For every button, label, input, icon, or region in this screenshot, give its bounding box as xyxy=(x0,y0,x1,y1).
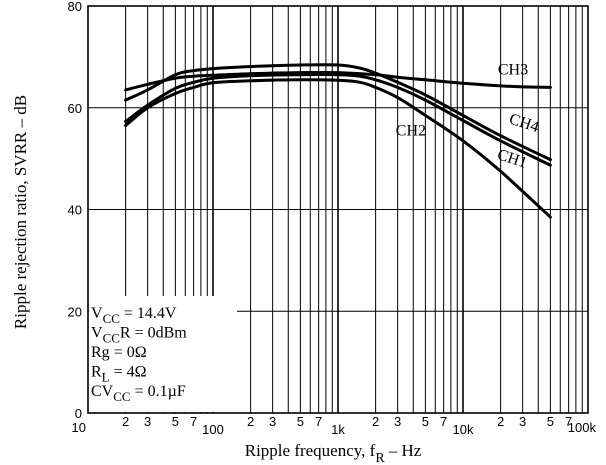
x-axis-label-unit: – Hz xyxy=(388,441,422,460)
x-tick-label-major: 100 xyxy=(202,422,224,437)
x-tick-label-minor: 3 xyxy=(519,414,526,429)
condition-line: RL = 4Ω xyxy=(91,364,147,385)
series-line-ch1 xyxy=(124,73,552,167)
x-tick-label-major: 10k xyxy=(453,422,474,437)
x-tick-label-minor: 3 xyxy=(144,414,151,429)
series-label-ch4: CH4 xyxy=(507,111,541,137)
x-tick-label-minor: 5 xyxy=(547,414,554,429)
x-tick-label-minor: 3 xyxy=(269,414,276,429)
x-axis-label-main: Ripple frequency, f xyxy=(245,441,376,460)
x-tick-label-minor: 2 xyxy=(122,414,129,429)
x-tick-label-minor: 7 xyxy=(315,414,322,429)
series-label-ch3: CH3 xyxy=(498,62,528,79)
y-tick-label: 0 xyxy=(75,406,82,421)
x-axis-label: Ripple frequency, fR – Hz xyxy=(245,441,422,465)
curves xyxy=(124,63,552,219)
x-tick-label-minor: 5 xyxy=(172,414,179,429)
x-tick-label-minor: 7 xyxy=(565,414,572,429)
condition-line: VCC = 14.4V xyxy=(91,305,177,326)
series-line-ch4 xyxy=(124,63,552,162)
y-tick-label: 40 xyxy=(68,203,82,218)
condition-line: CVCC = 0.1µF xyxy=(91,383,186,404)
x-tick-label-minor: 2 xyxy=(497,414,504,429)
conditions-box xyxy=(89,296,237,412)
plot-frame xyxy=(87,5,589,414)
x-tick-label-minor: 3 xyxy=(394,414,401,429)
x-tick-label-minor: 5 xyxy=(422,414,429,429)
condition-line: Rg = 0Ω xyxy=(91,344,147,361)
x-tick-label-major: 10 xyxy=(72,420,86,435)
y-tick-label: 60 xyxy=(68,101,82,116)
y-tick-label: 20 xyxy=(68,304,82,319)
x-tick-label-minor: 5 xyxy=(297,414,304,429)
series-line-ch3 xyxy=(124,70,552,92)
x-tick-label-minor: 7 xyxy=(440,414,447,429)
x-tick-label-minor: 2 xyxy=(247,414,254,429)
x-tick-label-major: 100k xyxy=(568,420,597,435)
condition-line: VCCR = 0dBm xyxy=(91,325,187,346)
y-tick-label: 80 xyxy=(68,0,82,14)
x-tick-label-minor: 7 xyxy=(190,414,197,429)
y-tick-labels: 0 20 40 60 80 xyxy=(68,0,82,421)
y-axis-label: Ripple rejection ratio, SVRR – dB xyxy=(11,95,30,329)
x-tick-label-minor: 2 xyxy=(372,414,379,429)
series-label-ch2: CH2 xyxy=(396,123,426,140)
series-line-ch2 xyxy=(124,78,552,219)
x-axis-label-sub: R xyxy=(375,451,385,465)
x-tick-label-major: 1k xyxy=(331,422,345,437)
